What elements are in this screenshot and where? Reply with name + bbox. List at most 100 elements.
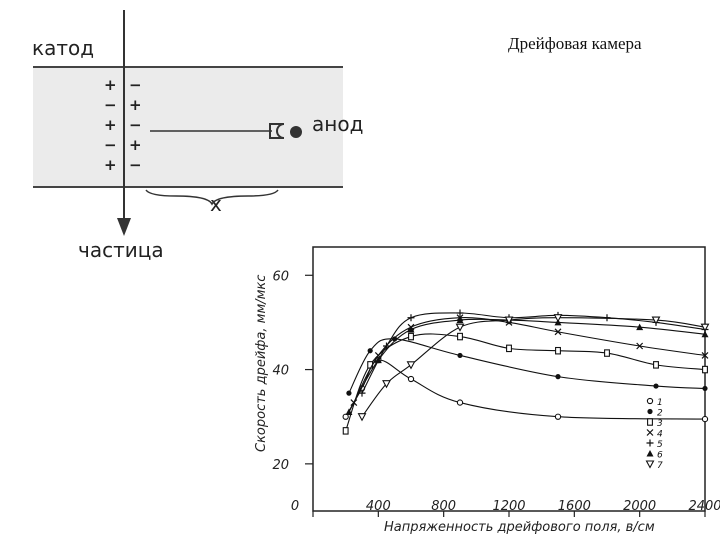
y-tick-label-2: 40 — [272, 364, 289, 379]
series-5-point-3 — [407, 314, 415, 322]
charge-left-3: + — [104, 116, 117, 134]
charge-right-5: − — [129, 156, 142, 174]
legend-label-1: 1 — [657, 398, 663, 408]
series-3-point-6 — [555, 346, 561, 355]
x-tick-label-1: 0 — [291, 499, 299, 514]
series-1-point-5 — [456, 399, 464, 406]
series-3-point-7 — [604, 349, 610, 357]
series-2-point-1 — [346, 390, 352, 396]
series-4-point-8 — [701, 352, 709, 359]
series-3-point-1 — [342, 427, 349, 435]
series-7-point-4 — [455, 323, 465, 332]
y-tick-label-1: 20 — [272, 458, 289, 473]
series-2-line — [348, 338, 706, 394]
legend-label-5: 5 — [657, 440, 663, 450]
legend-marker-1 — [646, 397, 654, 405]
legend-label-4: 4 — [657, 430, 663, 440]
series-4-line — [353, 317, 706, 403]
series-6-point-7 — [636, 323, 644, 331]
series-3-line — [345, 333, 706, 432]
series-5-point-1 — [358, 389, 366, 397]
anode-label: анод — [312, 112, 364, 136]
legend-marker-7 — [645, 460, 655, 469]
x-tick-label-5: 1600 — [558, 499, 591, 514]
legend-label-7: 7 — [657, 461, 663, 471]
series-6-point-1 — [345, 408, 353, 415]
y-tick-label-3: 60 — [272, 269, 289, 284]
series-6-point-8 — [701, 330, 709, 338]
anode-dot — [290, 126, 302, 138]
drift-chamber-volume — [33, 66, 343, 188]
series-7-point-3 — [406, 361, 416, 370]
series-5-point-2 — [383, 342, 390, 350]
plot-frame — [312, 246, 706, 512]
cathode-label: катод — [32, 36, 95, 60]
series-1-point-7 — [701, 415, 709, 423]
series-6-point-3 — [407, 326, 415, 333]
series-7-point-6 — [553, 314, 563, 323]
legend-marker-2 — [647, 408, 653, 415]
legend-label-6: 6 — [657, 451, 663, 461]
series-4-point-7 — [636, 342, 644, 350]
legend-marker-5 — [646, 439, 654, 447]
drift-distance-brace — [145, 189, 279, 206]
series-3-point-5 — [506, 344, 512, 353]
series-2 — [346, 336, 708, 396]
particle-track-arrowhead — [117, 218, 131, 236]
series-7-point-1 — [357, 413, 367, 422]
charge-right-1: − — [129, 76, 142, 94]
particle-label: частица — [78, 238, 164, 262]
series-2-point-7 — [702, 385, 708, 392]
x-tick-label-3: 800 — [431, 499, 456, 514]
series-2-point-5 — [555, 374, 561, 380]
charge-left-4: − — [104, 136, 117, 154]
charge-left-5: + — [104, 156, 117, 174]
x-axis: 0 400 800 1200 1600 2000 2400 — [291, 499, 720, 517]
series-layer — [342, 309, 710, 435]
series-7-point-2 — [382, 380, 391, 389]
series-2-point-4 — [457, 352, 463, 359]
series-6-line — [348, 318, 706, 413]
series-7-point-5 — [504, 316, 514, 325]
y-axis-title: Скорость дрейфа, мм/мкс — [254, 275, 269, 452]
series-7-point-7 — [651, 316, 661, 325]
legend-label-3: 3 — [657, 419, 663, 429]
x-tick-label-6: 2000 — [623, 499, 656, 514]
legend-marker-6 — [646, 450, 654, 457]
charge-left-1: + — [104, 76, 117, 94]
x-tick-label-7: 2400 — [688, 499, 720, 514]
legend-marker-3 — [647, 418, 653, 426]
charge-right-4: + — [129, 136, 142, 154]
y-axis: 20 40 60 — [272, 269, 313, 473]
drift-distance-label: x — [210, 192, 222, 216]
series-6-point-4 — [456, 316, 464, 324]
series-2-point-6 — [653, 383, 659, 389]
slide-title: Дрейфовая камера — [508, 34, 642, 53]
series-5-point-4 — [456, 309, 464, 317]
legend-label-2: 2 — [657, 409, 663, 419]
series-6-point-2 — [374, 356, 382, 364]
series-4-point-6 — [554, 328, 562, 336]
charges-right: − + − + − — [129, 76, 142, 174]
series-3-point-9 — [702, 365, 708, 374]
series-6 — [345, 316, 709, 415]
series-3-point-8 — [653, 361, 659, 369]
series-1-point-1 — [342, 413, 349, 420]
legend-marker-4 — [646, 429, 654, 436]
charge-left-2: − — [104, 96, 117, 114]
x-tick-label-2: 400 — [366, 499, 391, 514]
x-axis-title: Напряженность дрейфового поля, в/см — [384, 520, 655, 535]
series-1-point-6 — [554, 413, 562, 420]
anode-holder — [269, 123, 285, 139]
series-2-point-2 — [367, 348, 373, 354]
charges-left: + − + − + — [104, 76, 117, 174]
series-3-point-3 — [408, 332, 414, 341]
series-3-point-4 — [457, 332, 463, 341]
x-tick-label-4: 1200 — [492, 499, 525, 514]
charge-right-3: − — [129, 116, 142, 134]
series-1 — [342, 356, 709, 423]
series-7-point-8 — [700, 323, 710, 332]
series-7 — [357, 314, 710, 422]
